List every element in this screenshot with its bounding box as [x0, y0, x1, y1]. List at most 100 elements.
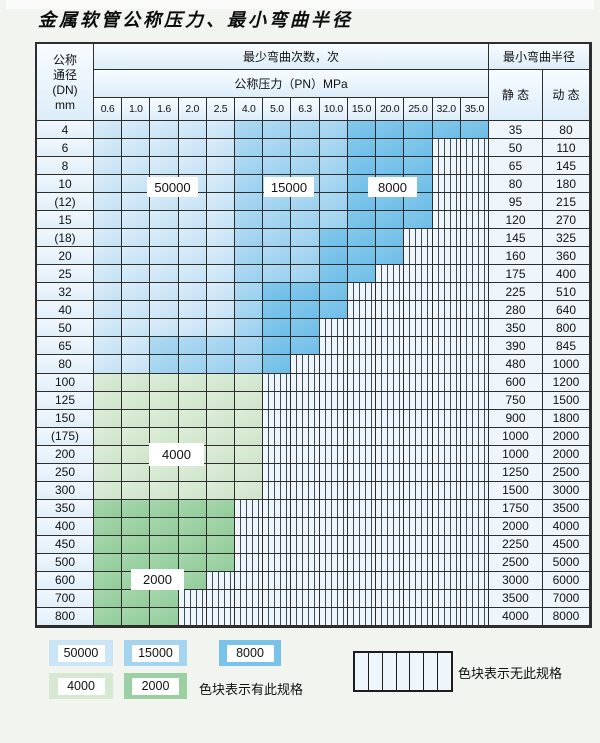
- legend-swatch-label: 8000: [226, 644, 274, 662]
- matrix-cell-no-spec: [460, 283, 489, 302]
- matrix-cell-no-spec: [319, 553, 348, 572]
- matrix-cell-spec: [235, 409, 264, 428]
- matrix-cell-no-spec: [263, 499, 292, 518]
- matrix-cell-spec: [122, 499, 151, 518]
- matrix-cell-no-spec: [376, 283, 405, 302]
- matrix-cell-no-spec: [432, 463, 461, 482]
- matrix-cell-no-spec: [263, 607, 292, 626]
- matrix-cell-spec: [150, 193, 179, 212]
- spec-table: 公称 通径 (DN) mm 最少弯曲次数，次 最小弯曲半径 公称压力（PN）MPa 静 态动 …: [35, 42, 592, 628]
- dynamic-value: 2500: [542, 463, 590, 482]
- dn-cell: 25: [37, 265, 94, 284]
- matrix-cell-spec: [206, 499, 236, 518]
- matrix-cell-spec: [150, 607, 179, 626]
- pressure-col-header: 20.0: [376, 98, 405, 121]
- legend-swatch-label: 2000: [132, 677, 179, 695]
- matrix-cell-no-spec: [347, 463, 377, 482]
- legend-has-spec-note: 色块表示有此规格: [199, 682, 304, 697]
- matrix-cell-no-spec: [432, 175, 461, 194]
- dynamic-value: 510: [542, 283, 590, 302]
- matrix-cell-no-spec: [460, 265, 489, 284]
- matrix-cell-spec: [291, 337, 320, 356]
- matrix-cell-no-spec: [432, 355, 461, 374]
- matrix-cell-spec: [94, 427, 123, 446]
- matrix-cell-spec: [347, 247, 377, 266]
- static-value: 900: [488, 409, 543, 428]
- matrix-cell-no-spec: [432, 319, 461, 338]
- matrix-cell-spec: [122, 373, 151, 392]
- matrix-cell-no-spec: [376, 445, 405, 464]
- matrix-cell-spec: [206, 265, 236, 284]
- matrix-cell-spec: [206, 175, 236, 194]
- matrix-cell-spec: [178, 571, 207, 590]
- matrix-cell-no-spec: [263, 463, 292, 482]
- matrix-cell-no-spec: [376, 463, 405, 482]
- matrix-cell-spec: [178, 319, 207, 338]
- static-value: 1000: [488, 445, 543, 464]
- dn-column-header: 公称 通径 (DN) mm: [37, 44, 94, 121]
- matrix-cell-no-spec: [263, 445, 292, 464]
- matrix-cell-spec: [319, 175, 348, 194]
- dn-cell: 4: [37, 121, 94, 140]
- matrix-cell-spec: [122, 391, 151, 410]
- matrix-cell-spec: [235, 157, 264, 176]
- matrix-cell-spec: [376, 229, 405, 248]
- dynamic-value: 145: [542, 157, 590, 176]
- matrix-cell-spec: [235, 175, 264, 194]
- dn-cell: (12): [37, 193, 94, 212]
- matrix-cell-spec: [291, 301, 320, 320]
- static-value: 95: [488, 193, 543, 212]
- matrix-cell-spec: [178, 283, 207, 302]
- matrix-cell-spec: [235, 121, 264, 140]
- matrix-cell-spec: [94, 607, 123, 626]
- matrix-cell-spec: [376, 247, 405, 266]
- matrix-cell-no-spec: [404, 229, 433, 248]
- matrix-cell-no-spec: [404, 283, 433, 302]
- matrix-cell-no-spec: [460, 193, 489, 212]
- dynamic-value: 845: [542, 337, 590, 356]
- matrix-cell-no-spec: [291, 571, 320, 590]
- dn-cell: 200: [37, 445, 94, 464]
- matrix-cell-no-spec: [404, 373, 433, 392]
- matrix-cell-spec: [263, 211, 292, 230]
- radius-header: 最小弯曲半径: [488, 44, 590, 70]
- matrix-cell-no-spec: [460, 301, 489, 320]
- matrix-cell-no-spec: [263, 373, 292, 392]
- matrix-cell-spec: [94, 247, 123, 266]
- matrix-cell-no-spec: [404, 445, 433, 464]
- matrix-cell-spec: [178, 355, 207, 374]
- matrix-cell-spec: [178, 373, 207, 392]
- dn-cell: 10: [37, 175, 94, 194]
- matrix-cell-no-spec: [347, 301, 377, 320]
- matrix-cell-no-spec: [376, 571, 405, 590]
- matrix-cell-spec: [178, 247, 207, 266]
- matrix-cell-spec: [122, 229, 151, 248]
- matrix-cell-spec: [94, 229, 123, 248]
- matrix-cell-no-spec: [460, 481, 489, 500]
- matrix-cell-no-spec: [460, 229, 489, 248]
- matrix-cell-no-spec: [404, 247, 433, 266]
- matrix-cell-spec: [178, 499, 207, 518]
- matrix-cell-no-spec: [432, 247, 461, 266]
- matrix-cell-no-spec: [432, 157, 461, 176]
- matrix-cell-spec: [122, 157, 151, 176]
- matrix-cell-no-spec: [235, 517, 264, 536]
- matrix-cell-no-spec: [347, 571, 377, 590]
- dn-cell: 700: [37, 589, 94, 608]
- matrix-cell-spec: [263, 337, 292, 356]
- matrix-cell-spec: [178, 265, 207, 284]
- matrix-cell-spec: [263, 121, 292, 140]
- matrix-cell-spec: [235, 211, 264, 230]
- matrix-cell-no-spec: [263, 409, 292, 428]
- matrix-cell-no-spec: [460, 589, 489, 608]
- matrix-cell-spec: [460, 121, 489, 140]
- pressure-col-header: 0.6: [94, 98, 123, 121]
- matrix-cell-spec: [235, 301, 264, 320]
- dynamic-value: 80: [542, 121, 590, 140]
- matrix-cell-no-spec: [291, 589, 320, 608]
- matrix-cell-no-spec: [178, 607, 207, 626]
- matrix-cell-spec: [291, 283, 320, 302]
- static-value: 1000: [488, 427, 543, 446]
- matrix-cell-spec: [404, 157, 433, 176]
- matrix-cell-spec: [263, 229, 292, 248]
